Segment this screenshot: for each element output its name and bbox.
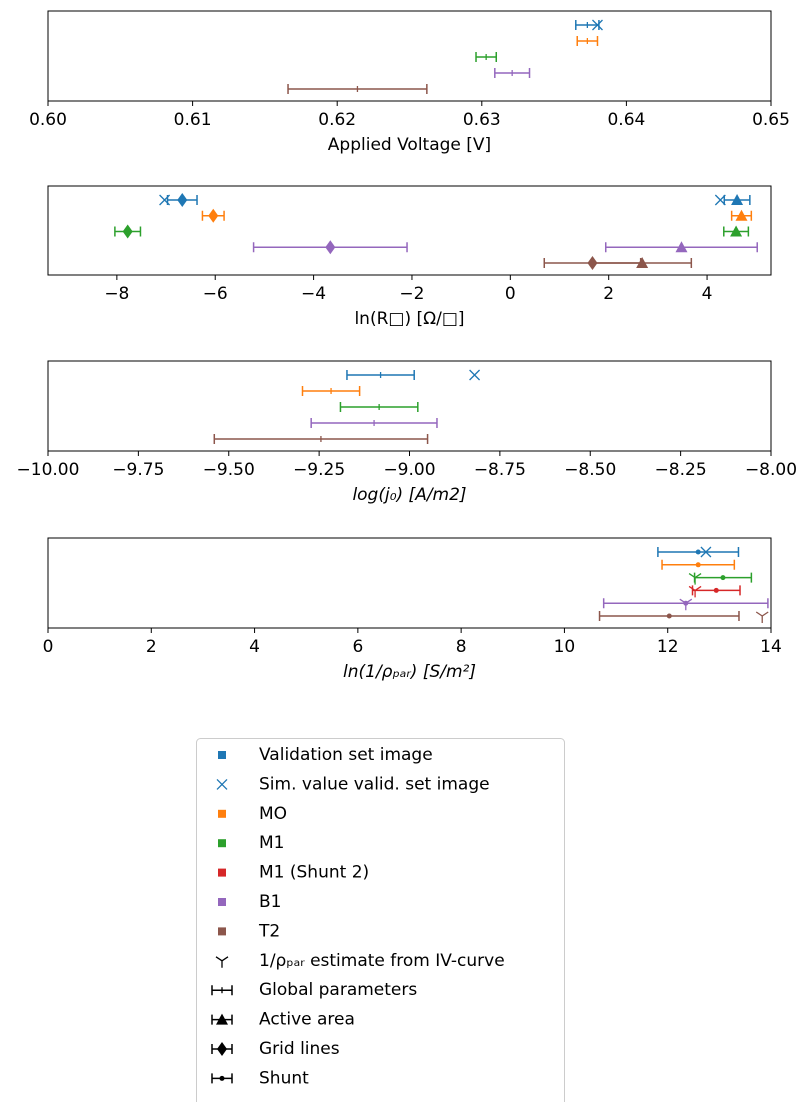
x-tick-label: 14 [760, 637, 782, 657]
legend-marker [218, 839, 226, 848]
x-tick-label: 4 [702, 284, 713, 304]
legend-marker [219, 1075, 225, 1081]
x-tick-label: −8.50 [564, 460, 616, 480]
estimate-marker [679, 598, 693, 611]
x-tick-label: −10.00 [17, 460, 80, 480]
x-axis-label: Applied Voltage [V] [328, 135, 491, 155]
legend-label: T2 [258, 921, 280, 941]
x-tick-label: −9.50 [203, 460, 255, 480]
active-area-marker [731, 194, 744, 205]
plot-frame [47, 537, 772, 629]
x-tick-label: −8.25 [655, 460, 707, 480]
shunt-marker [713, 587, 719, 593]
x-tick-label: 2 [146, 637, 157, 657]
active-area-marker [735, 209, 748, 221]
active-area-marker [675, 241, 688, 253]
x-tick-label: 8 [456, 637, 467, 657]
x-tick-label: 2 [603, 284, 614, 304]
shunt-marker [720, 575, 726, 581]
x-tick-label: 0.61 [174, 110, 212, 130]
x-tick-label: −9.25 [293, 460, 345, 480]
x-axis-label: ln(1/ρₚₐᵣ) [S/m²] [343, 662, 476, 682]
grid-lines-marker [325, 240, 336, 255]
legend-marker [218, 751, 226, 759]
legend-marker [216, 778, 228, 790]
legend-marker [218, 927, 226, 936]
x-tick-label: 10 [554, 637, 576, 657]
legend-label: Grid lines [259, 1039, 340, 1059]
x-tick-label: −4 [301, 284, 326, 304]
plot-frame [47, 185, 772, 276]
legend-label: Shunt [259, 1068, 309, 1088]
legend-marker [218, 809, 226, 818]
x-tick-label: −9.75 [112, 460, 164, 480]
legend-label: M1 (Shunt 2) [259, 863, 369, 883]
active-area-marker [636, 257, 649, 268]
sim-marker [469, 369, 481, 381]
x-tick-label: −8 [104, 284, 129, 304]
legend-box [196, 738, 565, 1102]
legend-label: Active area [259, 1010, 355, 1030]
shunt-marker [695, 549, 701, 555]
active-area-marker [730, 225, 743, 237]
x-tick-label: 0 [43, 637, 54, 657]
x-tick-label: 0.64 [607, 110, 645, 130]
plot-frame [47, 10, 772, 102]
grid-lines-marker [208, 208, 219, 223]
x-tick-label: 12 [657, 637, 679, 657]
legend-marker [215, 956, 229, 968]
x-tick-label: 0 [505, 284, 516, 304]
x-tick-label: 0.62 [318, 110, 356, 130]
estimate-marker [755, 611, 769, 623]
x-axis-label: ln(R□) [Ω/□] [354, 309, 464, 329]
x-tick-label: −8.75 [474, 460, 526, 480]
x-axis-label: log(j₀) [A/m2] [352, 485, 466, 505]
sim-marker [159, 194, 171, 206]
shunt-marker [666, 613, 672, 619]
legend-label: MO [259, 804, 287, 824]
legend-label: Global parameters [259, 980, 417, 1000]
legend-marker [218, 898, 226, 906]
legend-label: Validation set image [259, 745, 433, 765]
x-tick-label: 0.65 [752, 110, 790, 130]
grid-lines-marker [122, 224, 133, 239]
x-tick-label: 0.60 [29, 110, 67, 130]
estimate-marker [688, 585, 702, 598]
x-tick-label: −8.00 [745, 460, 797, 480]
sim-marker [714, 194, 726, 206]
sim-marker [700, 546, 712, 558]
estimate-marker [688, 573, 702, 585]
x-tick-label: 0.63 [463, 110, 501, 130]
legend-marker [217, 1042, 227, 1056]
x-tick-label: 4 [249, 637, 260, 657]
shunt-marker [695, 562, 701, 568]
legend-label: 1/ρₚₐᵣ estimate from IV-curve [259, 951, 505, 971]
legend-label: Sim. value valid. set image [259, 774, 490, 794]
grid-lines-marker [177, 193, 188, 207]
legend-label: B1 [259, 892, 281, 912]
legend-label: M1 [259, 833, 284, 853]
legend-marker [218, 868, 226, 877]
x-tick-label: −6 [203, 284, 228, 304]
x-tick-label: 6 [352, 637, 363, 657]
sim-marker [592, 19, 603, 31]
x-tick-label: −2 [399, 284, 424, 304]
x-tick-label: −9.00 [383, 460, 435, 480]
legend-marker [216, 1013, 228, 1025]
